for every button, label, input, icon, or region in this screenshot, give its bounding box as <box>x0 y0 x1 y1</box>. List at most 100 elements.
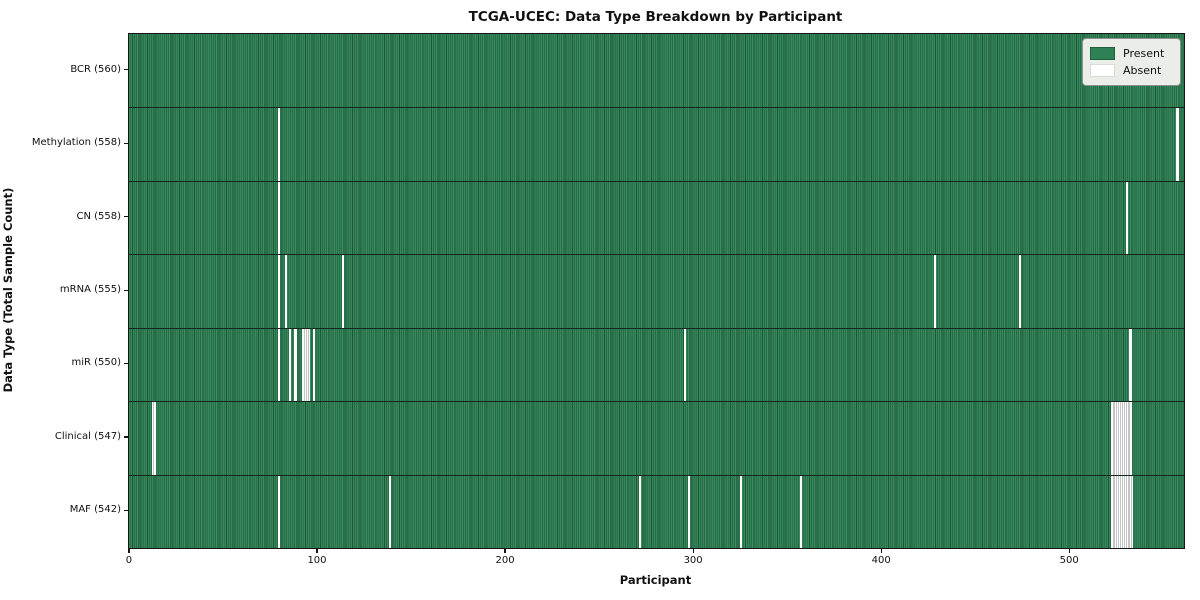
y-tick-mark <box>124 509 128 511</box>
row-separator <box>129 254 1184 256</box>
y-tick-label-methylation: Methylation (558) <box>31 137 121 149</box>
absent-cell <box>1118 401 1121 475</box>
absent-cell <box>285 254 288 328</box>
absent-cell <box>1129 474 1132 548</box>
legend: Present Absent <box>1082 38 1181 86</box>
absent-cell <box>1129 401 1132 475</box>
heatmap-row-mir <box>129 327 1184 402</box>
absent-cell <box>1110 474 1113 548</box>
absent-cell <box>1125 180 1128 255</box>
row-separator <box>129 180 1184 182</box>
y-tick-label-maf: MAF (542) <box>69 504 121 516</box>
legend-label-present: Present <box>1123 47 1165 60</box>
x-tick-label-100: 100 <box>307 555 327 566</box>
y-tick-label-mir: miR (550) <box>71 357 121 369</box>
absent-cell <box>277 180 280 255</box>
y-tick-label-bcr: BCR (560) <box>70 63 121 75</box>
absent-cell <box>1129 327 1132 402</box>
absent-cell <box>1125 474 1128 548</box>
x-tick-label-200: 200 <box>495 555 515 566</box>
chart-title: TCGA-UCEC: Data Type Breakdown by Partic… <box>468 9 843 25</box>
y-tick-label-mrna: mRNA (555) <box>59 284 121 295</box>
absent-cell <box>1116 474 1119 548</box>
y-tick-mark <box>124 289 128 291</box>
heatmap-row-clinical <box>129 401 1184 475</box>
x-tick-label-500: 500 <box>1059 555 1079 566</box>
absent-cell <box>1127 401 1130 475</box>
absent-cell <box>1131 474 1134 548</box>
absent-cell <box>1114 474 1117 548</box>
absent-cell <box>303 327 307 402</box>
absent-cell <box>1118 474 1121 548</box>
absent-cell <box>683 327 686 402</box>
y-tick-mark <box>124 436 128 438</box>
heatmap-row-cn <box>129 180 1184 255</box>
absent-cell <box>1116 401 1119 475</box>
row-separator <box>129 401 1184 403</box>
absent-cell <box>277 474 280 548</box>
absent-cell <box>388 474 391 548</box>
absent-cell <box>1176 107 1179 181</box>
x-tick-label-0: 0 <box>125 555 133 566</box>
heatmap-row-methylation <box>129 107 1184 181</box>
x-tick-label-300: 300 <box>683 555 703 566</box>
absent-cell <box>638 474 641 548</box>
absent-cell <box>1127 474 1130 548</box>
legend-swatch-present-icon <box>1090 47 1115 60</box>
y-tick-label-clinical: Clinical (547) <box>54 430 121 442</box>
absent-cell <box>277 107 280 181</box>
absent-cell <box>1123 474 1126 548</box>
absent-cell <box>1125 401 1128 475</box>
x-tick-mark <box>316 548 318 553</box>
x-tick-label-400: 400 <box>871 555 891 566</box>
x-tick-mark <box>128 548 130 553</box>
y-tick-mark <box>124 216 128 218</box>
absent-cell <box>800 474 803 548</box>
absent-cell <box>153 401 156 475</box>
heatmap-row-maf <box>129 474 1184 548</box>
absent-cell <box>277 254 280 328</box>
absent-cell <box>313 327 316 402</box>
y-tick-mark <box>124 362 128 365</box>
absent-cell <box>1121 474 1125 548</box>
absent-cell <box>1110 401 1113 475</box>
x-tick-mark <box>504 548 506 553</box>
absent-cell <box>687 474 690 548</box>
absent-cell <box>341 254 344 328</box>
absent-cell <box>294 327 297 402</box>
absent-cell <box>1121 401 1125 475</box>
heatmap-plot-area <box>128 33 1185 549</box>
absent-cell <box>1112 401 1115 475</box>
absent-cell <box>1123 401 1126 475</box>
x-tick-mark <box>880 548 882 553</box>
row-separator <box>129 327 1184 329</box>
y-tick-label-cn: CN (558) <box>76 210 121 222</box>
legend-entry-present: Present <box>1090 45 1172 62</box>
absent-cell <box>740 474 743 548</box>
absent-cell <box>933 254 936 328</box>
legend-label-absent: Absent <box>1123 64 1162 77</box>
absent-cell <box>1120 474 1123 548</box>
absent-cell <box>1112 474 1115 548</box>
heatmap-row-mrna <box>129 254 1184 328</box>
absent-cell <box>288 327 291 402</box>
absent-cell <box>277 327 280 402</box>
x-tick-mark <box>692 548 694 553</box>
absent-cell <box>1114 401 1117 475</box>
x-tick-mark <box>1068 548 1070 553</box>
y-tick-mark <box>124 69 128 71</box>
absent-cell <box>305 327 308 402</box>
heatmap-row-bcr <box>129 34 1184 108</box>
absent-cell <box>1018 254 1021 328</box>
legend-entry-absent: Absent <box>1090 62 1172 79</box>
absent-cell <box>151 401 154 475</box>
row-separator <box>129 107 1184 109</box>
absent-cell <box>302 327 305 402</box>
absent-cell <box>307 327 310 402</box>
x-axis-label: Participant <box>619 573 692 587</box>
absent-cell <box>1120 401 1123 475</box>
y-tick-mark <box>124 142 128 144</box>
legend-swatch-absent-icon <box>1090 64 1115 77</box>
row-separator <box>129 474 1184 476</box>
